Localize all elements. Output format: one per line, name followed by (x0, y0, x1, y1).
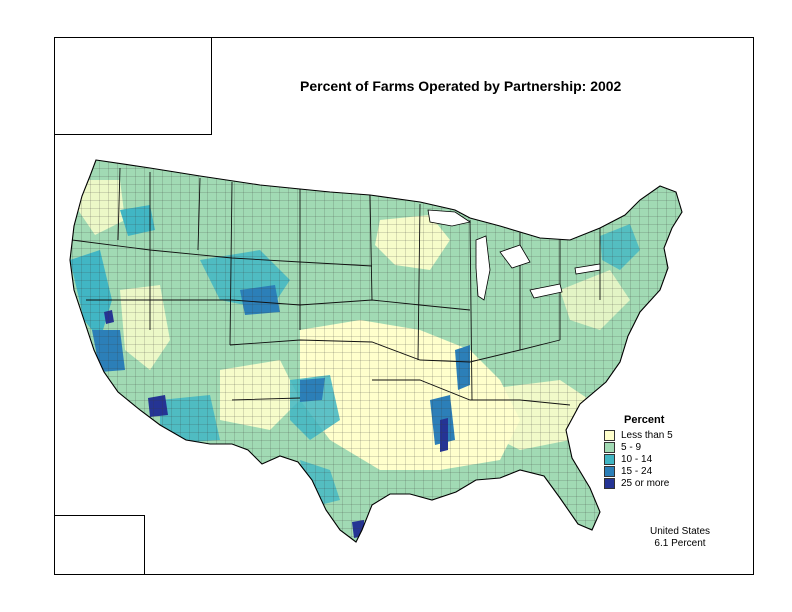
legend-label: 10 - 14 (621, 453, 653, 465)
alaska-inset-frame (54, 37, 212, 135)
legend-item: Less than 5 (604, 429, 714, 441)
legend-item: 5 - 9 (604, 441, 714, 453)
legend-swatch (604, 477, 615, 489)
us-summary: United States 6.1 Percent (630, 526, 730, 550)
legend-label: Less than 5 (621, 429, 673, 441)
legend-swatch (604, 465, 615, 477)
legend-item: 25 or more (604, 477, 714, 489)
legend-swatch (604, 453, 615, 465)
summary-line-2: 6.1 Percent (654, 538, 706, 549)
legend-item: 10 - 14 (604, 453, 714, 465)
legend-label: 25 or more (621, 477, 670, 489)
conterminous-us (69, 159, 683, 543)
legend: Percent Less than 5 5 - 9 10 - 14 15 - 2… (604, 414, 714, 489)
summary-line-1: United States (649, 526, 711, 537)
map-title: Percent of Farms Operated by Partnership… (300, 78, 622, 94)
legend-title: Percent (624, 414, 665, 426)
legend-label: 15 - 24 (621, 465, 653, 477)
legend-swatch (604, 429, 615, 441)
legend-item: 15 - 24 (604, 465, 714, 477)
legend-label: 5 - 9 (621, 441, 642, 453)
legend-swatch (604, 441, 615, 453)
hawaii-inset-frame (54, 515, 145, 575)
